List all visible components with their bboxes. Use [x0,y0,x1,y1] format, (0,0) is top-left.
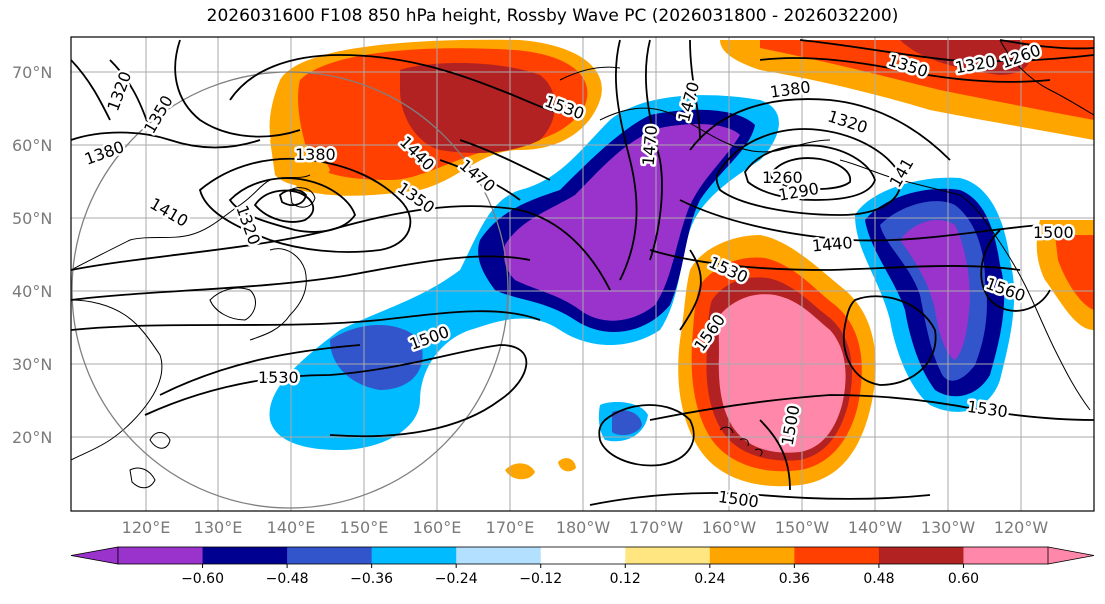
lon-label: 130°W [921,518,976,537]
contour-label: 1530 [258,368,299,387]
contour-label: 1380 [769,77,812,101]
lon-label: 150°W [775,518,830,537]
colorbar-tick-label: −0.12 [519,571,562,587]
contour-label: 1530 [966,397,1009,421]
colorbar-tick-label: −0.48 [266,571,309,587]
lat-label: 50°N [12,209,52,228]
colorbar-swatch [202,547,288,564]
lon-label: 160°E [413,518,462,537]
contour-label: 1470 [639,124,661,166]
lat-label: 60°N [12,136,52,155]
lon-label: 120°W [994,518,1049,537]
contour-label: 1380 [295,145,336,164]
colorbar-swatch [709,547,795,564]
colorbar-tick-label: 0.36 [779,571,810,587]
lon-label: 150°E [340,518,389,537]
lat-label: 20°N [12,428,52,447]
contour-label: 1410 [147,194,192,231]
anomaly-shading [269,39,1094,487]
lat-label: 40°N [12,282,52,301]
colorbar-extend-low [70,546,119,565]
region-circle [71,71,509,509]
colorbar-tick-label: 0.12 [610,571,641,587]
lat-label: 30°N [12,355,52,374]
lon-label: 170°W [629,518,684,537]
contour-label: 1260 [762,168,803,187]
colorbar-swatch [118,547,204,564]
colorbar-extend-high [1047,546,1095,565]
contour-label: 1500 [717,487,760,511]
colorbar-swatch [287,547,373,564]
lon-label: 140°E [267,518,316,537]
colorbar-ticks: −0.60 −0.48 −0.36 −0.24 −0.12 0.12 0.24 0.36 0.4… [181,564,979,587]
colorbar-swatch [456,547,542,564]
map-title: 2026031600 F108 850 hPa height, Rossby W… [206,6,899,26]
lon-label: 160°W [702,518,757,537]
colorbar-tick-label: −0.24 [435,571,478,587]
contour-label: 1320 [103,69,135,114]
colorbar-tick-label: −0.60 [181,571,224,587]
map-frame [70,36,1095,512]
colorbar-frame [117,546,1049,565]
colorbar-tick-label: 0.60 [948,571,979,587]
lon-label: 170°E [486,518,535,537]
lon-label: 140°W [848,518,903,537]
contour-label: 1500 [1033,223,1074,242]
colorbar-swatch [963,547,1049,564]
colorbar [70,546,1095,565]
contour-label: 1440 [811,233,853,255]
height-contours [71,39,1094,506]
colorbar-swatch [878,547,964,564]
colorbar-swatch [794,547,880,564]
lon-label: 130°E [194,518,243,537]
colorbar-swatch [371,547,457,564]
lon-label: 180°W [556,518,611,537]
lon-label: 120°E [122,518,171,537]
longitude-labels: 120°E 130°E 140°E 150°E 160°E 170°E 180°… [122,518,1049,537]
lat-label: 70°N [12,63,52,82]
contour-label: 1380 [82,137,127,169]
colorbar-tick-label: 0.48 [863,571,894,587]
colorbar-swatch [540,547,626,564]
colorbar-tick-label: 0.24 [694,571,725,587]
colorbar-tick-label: −0.36 [350,571,393,587]
colorbar-swatch [625,547,711,564]
latitude-labels: 70°N 60°N 50°N 40°N 30°N 20°N [12,63,52,447]
